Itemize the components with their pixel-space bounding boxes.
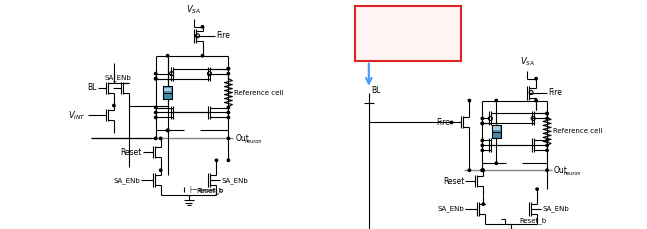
Text: SA_ENb: SA_ENb	[542, 206, 569, 213]
Circle shape	[227, 159, 230, 161]
Text: (@ Fire & Reset): (@ Fire & Reset)	[377, 48, 439, 57]
Circle shape	[113, 104, 115, 107]
Circle shape	[546, 117, 548, 120]
Circle shape	[155, 77, 157, 80]
Circle shape	[227, 72, 230, 75]
Text: neuron: neuron	[245, 139, 261, 144]
Text: I₁ < I < I₂: I₁ < I < I₂	[387, 13, 429, 22]
Circle shape	[481, 149, 483, 152]
Circle shape	[535, 99, 537, 102]
Circle shape	[166, 129, 169, 132]
Bar	[163, 86, 172, 93]
Text: Out: Out	[236, 134, 249, 143]
Circle shape	[481, 144, 483, 147]
Circle shape	[495, 162, 498, 164]
Text: Out: Out	[554, 166, 568, 175]
Text: Fire: Fire	[548, 88, 562, 97]
Text: BL: BL	[371, 86, 380, 95]
Circle shape	[546, 112, 548, 115]
Circle shape	[546, 169, 548, 172]
Bar	[492, 125, 501, 132]
Circle shape	[546, 149, 548, 152]
Circle shape	[159, 137, 162, 139]
Circle shape	[482, 203, 485, 205]
Text: SA_ENb: SA_ENb	[104, 74, 131, 81]
Circle shape	[215, 159, 217, 161]
Bar	[493, 126, 499, 130]
Bar	[492, 132, 501, 138]
Bar	[164, 87, 171, 91]
Circle shape	[546, 112, 548, 115]
Circle shape	[536, 188, 538, 190]
Circle shape	[546, 139, 548, 142]
Text: $V_{SA}$: $V_{SA}$	[186, 3, 201, 16]
Circle shape	[159, 169, 162, 172]
Circle shape	[468, 169, 470, 172]
Circle shape	[468, 99, 470, 102]
Text: Fire: Fire	[217, 31, 230, 40]
Bar	[163, 93, 172, 99]
Text: BL: BL	[87, 83, 97, 92]
Circle shape	[535, 77, 537, 80]
Bar	[355, 6, 461, 61]
Circle shape	[482, 169, 485, 172]
Circle shape	[227, 68, 230, 70]
Text: Reset: Reset	[120, 148, 142, 157]
Text: &: &	[404, 25, 411, 34]
Circle shape	[155, 77, 157, 80]
Circle shape	[201, 55, 204, 57]
Circle shape	[201, 26, 204, 28]
Circle shape	[481, 122, 483, 125]
Circle shape	[450, 121, 453, 124]
Circle shape	[155, 137, 157, 139]
Circle shape	[495, 99, 498, 102]
Circle shape	[155, 72, 157, 75]
Circle shape	[481, 122, 483, 125]
Circle shape	[166, 55, 169, 57]
Circle shape	[155, 116, 157, 119]
Text: ├─ Reset_b: ├─ Reset_b	[188, 185, 223, 193]
Circle shape	[481, 139, 483, 142]
Text: Reset: Reset	[443, 177, 465, 186]
Text: Reset_b: Reset_b	[519, 218, 546, 224]
Circle shape	[227, 106, 230, 109]
Text: $V_{SA}$: $V_{SA}$	[520, 55, 534, 68]
Circle shape	[546, 144, 548, 147]
Circle shape	[227, 111, 230, 114]
Text: Fire: Fire	[437, 118, 450, 127]
Text: SA_ENb: SA_ENb	[437, 206, 465, 213]
Text: SA_ENb: SA_ENb	[221, 177, 248, 184]
Circle shape	[227, 137, 230, 139]
Circle shape	[227, 68, 230, 70]
Circle shape	[481, 169, 483, 172]
Circle shape	[155, 106, 157, 109]
Text: Reference cell: Reference cell	[553, 128, 602, 134]
Circle shape	[481, 169, 483, 172]
Text: Reference cell: Reference cell	[234, 90, 284, 95]
Text: SA_ENb: SA_ENb	[113, 177, 140, 184]
Text: neuron: neuron	[563, 171, 580, 176]
Text: $V_{INT}$: $V_{INT}$	[68, 109, 86, 122]
Circle shape	[155, 111, 157, 114]
Circle shape	[166, 129, 169, 132]
Text: Reset_b: Reset_b	[197, 187, 224, 194]
Circle shape	[227, 116, 230, 119]
Circle shape	[481, 117, 483, 120]
Text: V(BL) = 0: V(BL) = 0	[388, 36, 428, 45]
